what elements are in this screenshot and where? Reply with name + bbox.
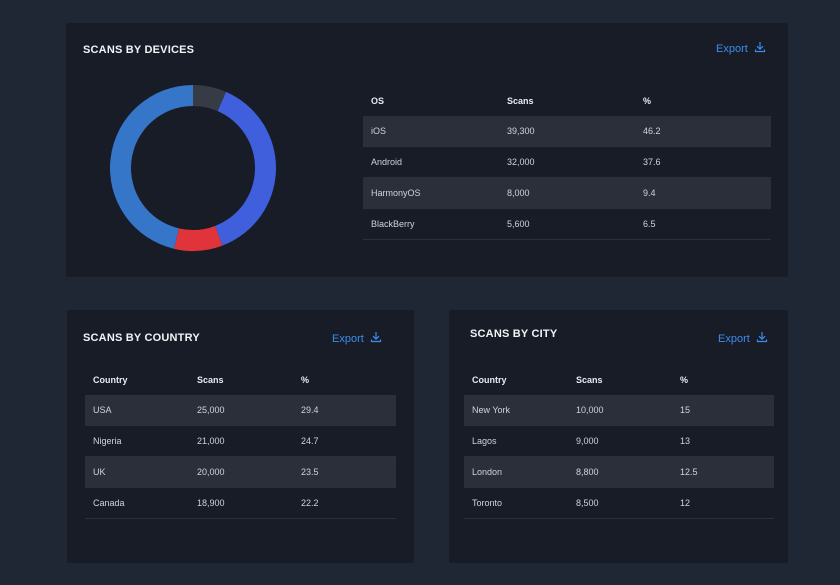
table-cell: 37.6 [635, 146, 771, 178]
table-row: BlackBerry 5,600 6.5 [363, 208, 771, 240]
devices-title: SCANS BY DEVICES [83, 44, 195, 56]
city-card: SCANS BY CITY Export Country Scans % New… [449, 310, 788, 563]
table-row: iOS 39,300 46.2 [363, 116, 771, 147]
table-row: Toronto 8,500 12 [464, 487, 774, 519]
table-cell: BlackBerry [363, 208, 499, 240]
table-cell: 15 [672, 395, 774, 426]
table-row: UK 20,000 23.5 [85, 456, 396, 488]
table-cell: 13 [672, 425, 774, 457]
column-header: % [643, 96, 652, 106]
table-row: Canada 18,900 22.2 [85, 487, 396, 519]
table-cell: 25,000 [189, 395, 293, 426]
table-cell: 9.4 [635, 177, 771, 209]
table-cell: 39,300 [499, 116, 635, 147]
table-cell: 10,000 [568, 395, 672, 426]
table-cell: iOS [363, 116, 499, 147]
table-cell: USA [85, 395, 189, 426]
table-cell: 20,000 [189, 456, 293, 488]
table-cell: 8,500 [568, 487, 672, 519]
table-cell: London [464, 456, 568, 488]
country-table: Country Scans % USA 25,000 29.4 Nigeria … [85, 365, 396, 519]
table-cell: 46.2 [635, 116, 771, 147]
table-cell: Android [363, 146, 499, 178]
devices-export-button[interactable]: Export [716, 41, 766, 56]
table-cell: 9,000 [568, 425, 672, 457]
table-cell: 32,000 [499, 146, 635, 178]
table-cell: 12.5 [672, 456, 774, 488]
donut-svg [110, 85, 276, 251]
table-row: Nigeria 21,000 24.7 [85, 425, 396, 457]
download-icon [756, 331, 768, 346]
country-export-button[interactable]: Export [332, 331, 382, 346]
table-cell: 18,900 [189, 487, 293, 519]
column-header: Scans [197, 375, 224, 385]
table-cell: 22.2 [293, 487, 396, 519]
table-row: Android 32,000 37.6 [363, 146, 771, 178]
table-cell: New York [464, 395, 568, 426]
column-header: Country [472, 375, 507, 385]
export-label: Export [718, 332, 750, 345]
table-cell: HarmonyOS [363, 177, 499, 209]
table-cell: Toronto [464, 487, 568, 519]
table-row: London 8,800 12.5 [464, 456, 774, 488]
donut-slice-harmonyos [174, 225, 223, 251]
table-cell: 6.5 [635, 208, 771, 240]
export-label: Export [716, 42, 748, 55]
table-row: Lagos 9,000 13 [464, 425, 774, 457]
devices-donut-chart [108, 83, 278, 253]
city-export-button[interactable]: Export [718, 331, 768, 346]
city-table: Country Scans % New York 10,000 15 Lagos… [464, 365, 774, 519]
table-cell: Nigeria [85, 425, 189, 457]
table-cell: 12 [672, 487, 774, 519]
table-cell: Lagos [464, 425, 568, 457]
donut-slice-blackberry [193, 85, 227, 112]
table-row: HarmonyOS 8,000 9.4 [363, 177, 771, 209]
table-cell: 8,000 [499, 177, 635, 209]
export-label: Export [332, 332, 364, 345]
table-cell: 29.4 [293, 395, 396, 426]
column-header: OS [371, 96, 385, 106]
table-row: New York 10,000 15 [464, 395, 774, 426]
table-cell: 23.5 [293, 456, 396, 488]
column-header: % [301, 375, 310, 385]
country-card: SCANS BY COUNTRY Export Country Scans % … [67, 310, 414, 563]
table-cell: 24.7 [293, 425, 396, 457]
country-title: SCANS BY COUNTRY [83, 332, 200, 344]
donut-slice-android [214, 91, 276, 246]
donut-slice-ios [110, 85, 193, 249]
table-cell: UK [85, 456, 189, 488]
column-header: Country [93, 375, 128, 385]
table-cell: Canada [85, 487, 189, 519]
city-title: SCANS BY CITY [470, 328, 558, 340]
column-header: Scans [507, 96, 534, 106]
download-icon [370, 331, 382, 346]
table-row: USA 25,000 29.4 [85, 395, 396, 426]
download-icon [754, 41, 766, 56]
column-header: Scans [576, 375, 603, 385]
table-cell: 8,800 [568, 456, 672, 488]
table-cell: 5,600 [499, 208, 635, 240]
devices-card: SCANS BY DEVICES Export OS Scans % iOS 3… [66, 23, 788, 277]
column-header: % [680, 375, 689, 385]
devices-table: OS Scans % iOS 39,300 46.2 Android 32,00… [363, 86, 771, 240]
table-cell: 21,000 [189, 425, 293, 457]
